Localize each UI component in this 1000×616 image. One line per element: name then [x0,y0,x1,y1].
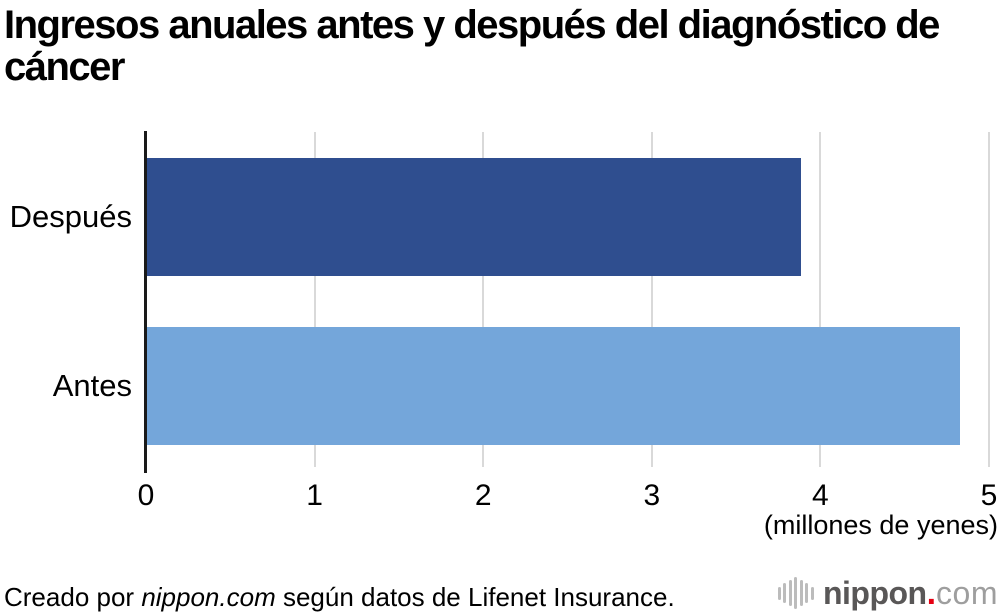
x-tick-label-3: 3 [643,479,661,512]
x-tick-label-5: 5 [980,479,998,512]
x-axis-unit-label: (millones de yenes) [763,510,998,540]
credit-suffix: según datos de Lifenet Insurance. [275,582,675,612]
bar-0 [147,158,802,276]
x-tick-label-0: 0 [137,479,155,512]
gridline-x-1 [313,132,316,467]
chart-title: Ingresos anuales antes y después del dia… [4,3,940,89]
category-label-1: Antes [52,368,132,403]
y-axis-line [144,131,147,473]
credit-prefix: Creado por [4,582,142,612]
x-tick-label-2: 2 [474,479,492,512]
plot-area: 0 1 2 3 4 5 Después Antes [10,131,997,512]
gridline-x-5 [988,132,990,467]
logo-wordmark: nippon.com [823,572,998,614]
logo-name: nippon [822,575,927,611]
gridline-x-2 [482,132,485,467]
credit-source: nippon.com [141,582,276,612]
x-tick-label-4: 4 [812,479,829,512]
gridline-x-4 [819,132,822,467]
x-tick-label-1: 1 [306,479,323,512]
logo-tld: com [936,575,998,611]
category-label-0: Después [9,199,132,234]
soundwave-bars-icon [777,577,814,609]
source-credit: Creado por nippon.com según datos de Lif… [4,582,675,613]
bar-1 [147,327,960,445]
gridline-x-3 [650,132,653,467]
nippon-com-logo: nippon.com [777,572,998,614]
logo-dot: . [926,574,937,612]
